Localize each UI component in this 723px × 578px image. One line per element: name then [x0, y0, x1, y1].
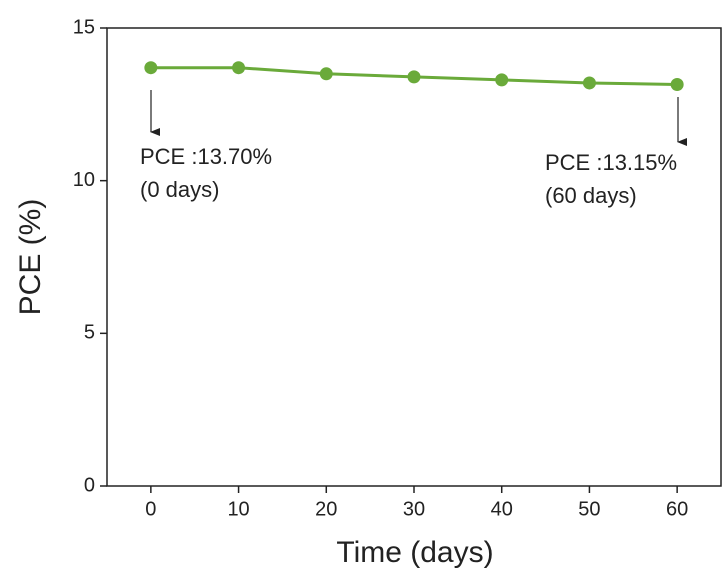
data-point: [319, 67, 333, 81]
data-point: [407, 70, 421, 84]
x-tick-label: 60: [666, 498, 688, 520]
x-tick-label: 40: [491, 498, 513, 520]
y-tick-label: 5: [84, 322, 95, 344]
x-tick-label: 30: [403, 498, 425, 520]
x-tick-label: 50: [578, 498, 600, 520]
x-axis-title: Time (days): [336, 536, 493, 569]
annotation: (60 days): [545, 183, 637, 208]
annotation: PCE :13.15%: [545, 150, 677, 175]
x-tick-label: 10: [227, 498, 249, 520]
annotation: (0 days): [140, 177, 219, 202]
x-tick-label: 0: [145, 498, 156, 520]
data-point: [144, 61, 158, 75]
plot-frame: [106, 27, 722, 487]
data-point: [670, 77, 684, 91]
x-tick-label: 20: [315, 498, 337, 520]
y-tick-label: 10: [73, 169, 95, 191]
data-point: [495, 73, 509, 87]
y-tick-label: 15: [73, 16, 95, 38]
data-point: [232, 61, 246, 75]
annotation: PCE :13.70%: [140, 144, 272, 169]
data-point: [582, 76, 596, 90]
y-axis-title: PCE (%): [14, 199, 47, 316]
y-tick-label: 0: [84, 474, 95, 496]
